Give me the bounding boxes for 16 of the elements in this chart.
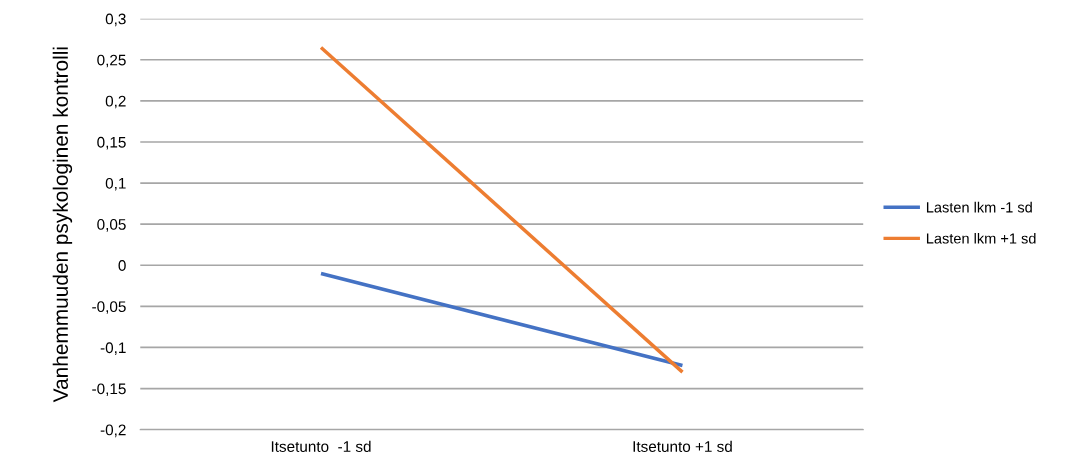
y-tick-label: 0,2 bbox=[105, 95, 126, 109]
y-tick-label: 0,3 bbox=[105, 13, 126, 27]
y-tick-label: -0,05 bbox=[92, 301, 126, 314]
y-tick-label: -0,1 bbox=[100, 342, 126, 355]
y-tick-label: 0 bbox=[118, 260, 126, 271]
legend-label: Lasten lkm +1 sd bbox=[926, 232, 1036, 244]
y-tick-label: -0,2 bbox=[100, 424, 126, 438]
x-tick-label: Itsetunto -1 sd bbox=[271, 440, 371, 452]
y-tick-label: -0,15 bbox=[92, 383, 126, 397]
y-tick-label: 0,15 bbox=[97, 136, 126, 150]
legend-label: Lasten lkm -1 sd bbox=[926, 201, 1032, 213]
y-axis-title: Vanhemmuuden psykologinen kontrolli bbox=[52, 47, 73, 403]
y-tick-label: 0,25 bbox=[97, 54, 126, 68]
y-tick-label: 0,1 bbox=[105, 177, 126, 191]
x-tick-label: Itsetunto +1 sd bbox=[633, 440, 732, 452]
y-tick-label: 0,05 bbox=[97, 219, 126, 232]
